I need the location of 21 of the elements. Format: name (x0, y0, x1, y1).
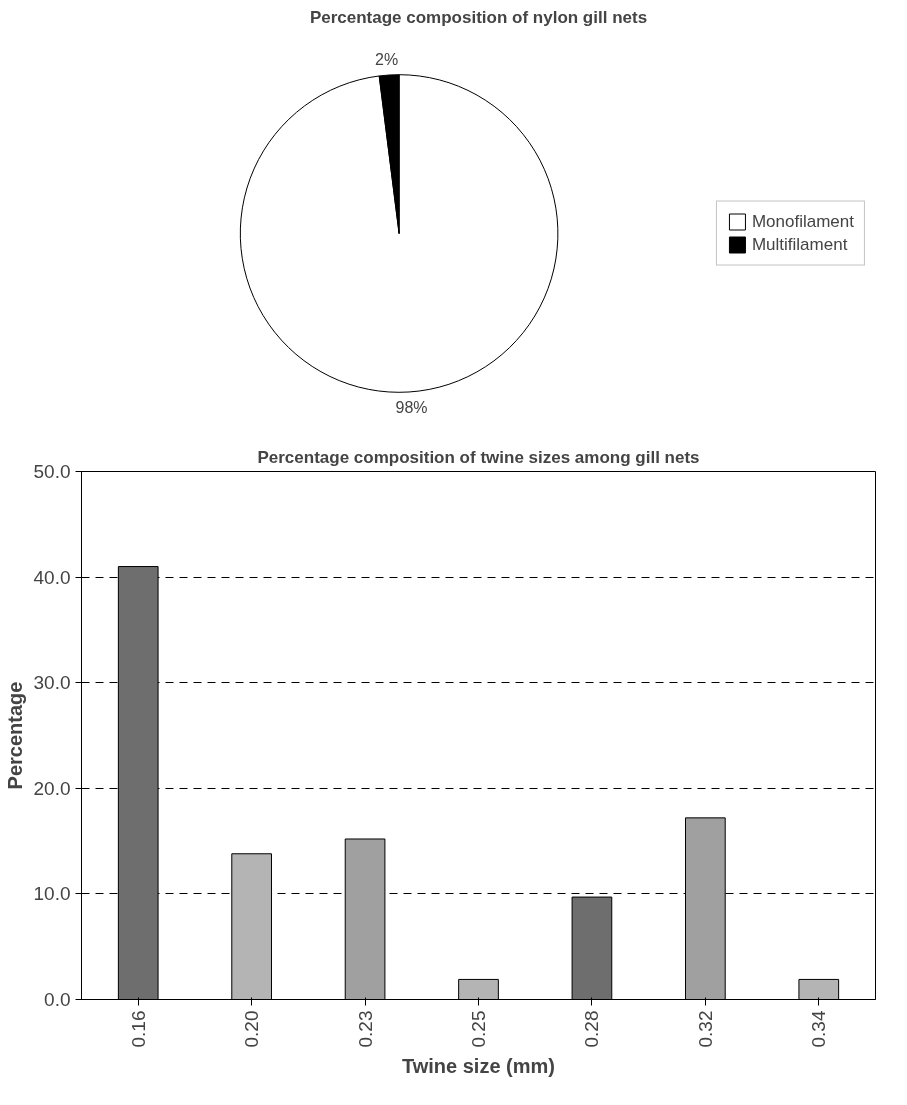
data-label: 2% (375, 50, 399, 68)
y-tick-label: 10.0 (33, 883, 71, 905)
x-tick-label: 0.28 (581, 1010, 603, 1048)
x-tick-label: 0.25 (468, 1010, 489, 1048)
y-tick-label: 0.0 (44, 989, 71, 1010)
y-tick-label: 50.0 (33, 461, 71, 482)
y-tick-label: 40.0 (33, 566, 71, 588)
legend-label: Multifilament (751, 234, 848, 255)
y-tick-label: 20.0 (33, 777, 71, 799)
y-tick-label: 30.0 (33, 672, 71, 694)
chart-title: Percentage composition of nylon gill nets (309, 7, 648, 27)
x-tick-label: 0.34 (808, 1010, 830, 1048)
x-tick-label: 0.16 (127, 1010, 149, 1048)
x-tick-label: 0.20 (241, 1010, 263, 1048)
x-tick-label: 0.32 (694, 1010, 716, 1048)
data-label: 98% (395, 399, 428, 417)
y-axis-title: Percentage (3, 681, 26, 790)
legend-label: Monofilament (751, 211, 854, 232)
x-axis-title: Twine size (mm) (402, 1055, 556, 1078)
chart-title: Percentage composition of twine sizes among gill nets (257, 447, 700, 467)
x-tick-label: 0.23 (354, 1010, 376, 1048)
